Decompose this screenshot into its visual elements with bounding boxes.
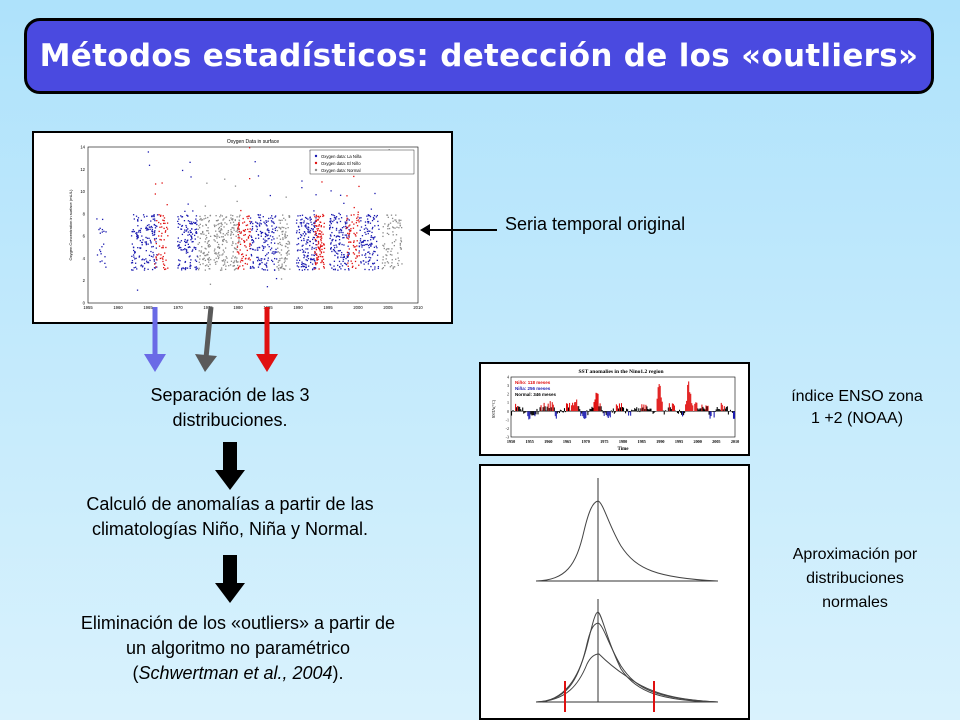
- label-enso-line1: índice ENSO zona: [791, 388, 923, 405]
- oxygen-chart-title: Oxygen Data in surface: [227, 139, 279, 145]
- label-elim-line3: (Schwertman et al., 2004).: [132, 663, 344, 683]
- label-separation-line2: distribuciones.: [172, 410, 288, 430]
- label-anomalies-line2: climatologías Niño, Niña y Normal.: [91, 519, 369, 539]
- sst-x-tick-label: 1990: [656, 439, 664, 444]
- legend-marker-nina: [314, 154, 318, 158]
- label-separation-line1: Separación de las 3: [150, 385, 310, 405]
- sst-y-tick-label: -3: [506, 435, 509, 440]
- oxygen-chart-ylabel: Oxygen Concentration in surface (mL/L): [68, 189, 73, 261]
- oxygen-x-tick-label: 1955: [83, 305, 93, 310]
- oxygen-x-tick-label: 2005: [383, 305, 393, 310]
- oxygen-y-tick-label: 8: [83, 211, 86, 216]
- sst-y-tick-label: -1: [506, 417, 509, 422]
- sst-anomalies-panel: SST anomalies in the Nino1.2 region SSTA…: [479, 362, 750, 456]
- sst-anomalies-chart: SST anomalies in the Nino1.2 region SSTA…: [491, 369, 739, 452]
- sst-x-tick-label: 1955: [525, 439, 533, 444]
- oxygen-y-tick-label: 10: [80, 189, 85, 194]
- label-enso-index: índice ENSO zona 1 +2 (NOAA): [762, 386, 952, 430]
- sst-x-tick-label: 1995: [675, 439, 683, 444]
- label-elim-line2: un algoritmo no paramétrico: [125, 638, 351, 658]
- sst-x-tick-label: 1985: [637, 439, 645, 444]
- distribution-lower: [535, 599, 719, 712]
- sst-y-tick-label: 3: [507, 383, 509, 388]
- lower-curve-3: [535, 653, 719, 703]
- sst-x-tick-label: 1950: [507, 439, 515, 444]
- sst-legend-nino: Niño: 118 meses: [515, 380, 551, 385]
- sst-y-tick-label: 4: [507, 375, 509, 380]
- label-anomalies: Calculó de anomalías a partir de las cli…: [20, 492, 440, 542]
- title-banner: Métodos estadísticos: detección de los «…: [24, 18, 934, 94]
- normal-distributions-chart: [535, 478, 719, 712]
- label-approx-line1: Aproximación por: [792, 546, 918, 563]
- oxygen-legend-box: [309, 149, 415, 175]
- sst-x-tick-label: 2010: [731, 439, 739, 444]
- oxygen-x-tick-label: 1975: [203, 305, 213, 310]
- citation: Schwertman et al., 2004: [138, 663, 333, 683]
- oxygen-x-tick-label: 1960: [113, 305, 123, 310]
- oxygen-x-tick-label: 1970: [173, 305, 183, 310]
- oxygen-y-tick-label: 12: [80, 167, 85, 172]
- sst-legend-nina: Niña: 256 meses: [515, 386, 551, 391]
- legend-marker-normal: [314, 168, 318, 172]
- legend-marker-nino: [314, 161, 318, 165]
- label-normal-approx: Aproximación por distribuciones normales: [760, 543, 950, 615]
- sst-x-tick-label: 1980: [619, 439, 627, 444]
- label-approx-line2: distribuciones: [806, 570, 904, 587]
- sst-x-tick-label: 1965: [563, 439, 571, 444]
- sst-legend-normal: Normal: 346 meses: [515, 392, 557, 397]
- sst-y-tick-label: 1: [507, 400, 509, 405]
- label-enso-line2: 1 +2 (NOAA): [810, 410, 904, 427]
- sst-x-tick-label: 2000: [693, 439, 701, 444]
- label-elim-line1: Eliminación de los «outliers» a partir d…: [80, 613, 396, 633]
- label-original-series: Seria temporal original: [505, 214, 686, 234]
- label-outlier-elimination: Eliminación de los «outliers» a partir d…: [18, 611, 458, 686]
- oxygen-time-series-chart: Oxygen Data in surface Oxygen Concentrat…: [68, 139, 423, 310]
- lower-curve-2: [540, 611, 719, 703]
- oxygen-y-tick-label: 6: [83, 234, 86, 239]
- oxygen-x-tick-label: 1985: [263, 305, 273, 310]
- oxygen-legend-nino: Oxygen data: El Niño: [321, 161, 361, 166]
- upper-curve: [535, 500, 719, 582]
- oxygen-time-series-panel: Oxygen Data in surface Oxygen Concentrat…: [32, 131, 453, 324]
- oxygen-y-tick-label: 0: [83, 301, 86, 306]
- sst-chart-xlabel: Time: [617, 447, 629, 452]
- label-separation: Separación de las 3 distribuciones.: [60, 383, 400, 433]
- lower-curve-1: [535, 622, 719, 703]
- oxygen-x-tick-label: 2010: [413, 305, 423, 310]
- sst-x-tick-label: 2005: [712, 439, 720, 444]
- down-arrow-2: [215, 555, 245, 603]
- normal-distributions-panel: [479, 464, 750, 720]
- sst-chart-ylabel: SSTA(°C): [491, 399, 496, 418]
- sst-y-tick-label: 2: [507, 392, 509, 397]
- sst-x-tick-label: 1970: [581, 439, 589, 444]
- oxygen-x-tick-label: 2000: [353, 305, 363, 310]
- sst-y-tick-label: 0: [507, 409, 509, 414]
- oxygen-x-tick-label: 1980: [233, 305, 243, 310]
- sst-chart-title: SST anomalies in the Nino1.2 region: [578, 369, 663, 375]
- oxygen-y-tick-label: 2: [83, 278, 86, 283]
- sst-x-tick-label: 1975: [600, 439, 608, 444]
- down-arrow-1: [215, 442, 245, 490]
- sst-x-tick-label: 1960: [544, 439, 552, 444]
- oxygen-legend-normal: Oxygen data: Normal: [321, 168, 361, 173]
- oxygen-y-tick-label: 4: [83, 256, 86, 261]
- oxygen-x-tick-label: 1990: [293, 305, 303, 310]
- oxygen-x-tick-label: 1965: [143, 305, 153, 310]
- distribution-upper: [535, 478, 719, 582]
- slide-title: Métodos estadísticos: detección de los «…: [39, 38, 919, 74]
- oxygen-x-tick-label: 1995: [323, 305, 333, 310]
- sst-y-tick-label: -2: [506, 426, 509, 431]
- label-approx-line3: normales: [822, 594, 888, 611]
- label-anomalies-line1: Calculó de anomalías a partir de las: [86, 494, 374, 514]
- oxygen-y-tick-label: 14: [80, 145, 85, 150]
- oxygen-legend-nina: Oxygen data: La Niña: [321, 154, 362, 159]
